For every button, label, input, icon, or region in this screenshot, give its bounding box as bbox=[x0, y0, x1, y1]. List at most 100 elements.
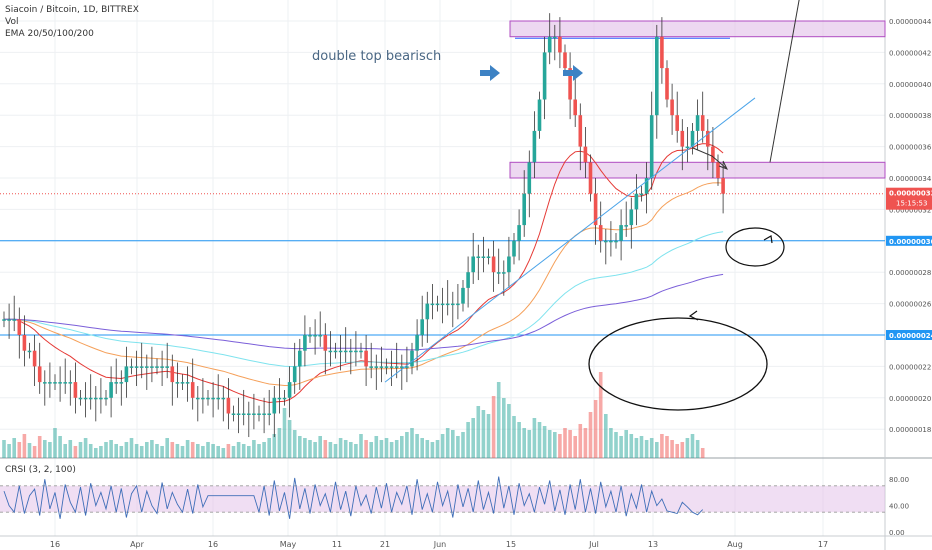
candle-body bbox=[216, 397, 220, 400]
candle-body bbox=[292, 366, 297, 383]
candle-body bbox=[379, 366, 384, 368]
volume-bar bbox=[349, 442, 353, 458]
candle-body bbox=[170, 366, 175, 383]
volume-bar bbox=[63, 444, 67, 458]
ema-50-line bbox=[4, 182, 724, 387]
candle-body bbox=[333, 350, 338, 353]
candle-body bbox=[134, 366, 139, 368]
candle-body bbox=[247, 413, 251, 415]
candle-body bbox=[563, 52, 567, 69]
volume-bar bbox=[109, 440, 113, 458]
axes: 0.00000044 0.00000042 0.00000040 0.00000038… bbox=[50, 18, 932, 549]
candle-body bbox=[721, 178, 725, 194]
candle-body bbox=[685, 146, 690, 149]
candle-body bbox=[532, 130, 537, 163]
volume-bar bbox=[415, 434, 419, 458]
candle-body bbox=[262, 413, 266, 415]
volume-bar bbox=[486, 414, 491, 458]
candle-body bbox=[201, 397, 205, 400]
candle-body bbox=[2, 319, 6, 321]
candle-body bbox=[512, 240, 516, 257]
volume-bar bbox=[262, 442, 266, 458]
candle-body bbox=[12, 319, 16, 321]
candle-body bbox=[400, 366, 404, 368]
time-tick-label: 21 bbox=[380, 540, 390, 549]
volume-bar bbox=[323, 440, 328, 458]
candle-body bbox=[374, 366, 379, 368]
candle-body bbox=[578, 115, 583, 147]
candle-body bbox=[313, 335, 317, 337]
chart-legend: Siacoin / Bitcoin, 1D, BITTREX Vol EMA 2… bbox=[5, 4, 139, 40]
candle-body bbox=[461, 287, 465, 304]
ema-label: EMA 20/50/100/200 bbox=[5, 29, 94, 39]
candle-body bbox=[32, 350, 37, 367]
candle-body bbox=[88, 397, 93, 400]
candle-body bbox=[522, 193, 526, 226]
time-tick-label: Aug bbox=[727, 540, 743, 549]
candle-body bbox=[644, 178, 649, 194]
candle-body bbox=[476, 256, 481, 258]
resistance-zone bbox=[509, 161, 886, 179]
candle-body bbox=[303, 335, 307, 351]
volume-bar bbox=[308, 440, 312, 458]
candle-body bbox=[502, 272, 506, 274]
volume-bar bbox=[675, 444, 679, 458]
candle-body bbox=[236, 413, 241, 415]
time-tick-label: Jun bbox=[433, 540, 447, 549]
candle-body bbox=[109, 382, 113, 398]
candle-body bbox=[542, 52, 547, 100]
volume-bar bbox=[410, 428, 414, 458]
ema-200-line bbox=[4, 273, 724, 351]
volume-bar bbox=[99, 446, 103, 458]
volume-bar bbox=[665, 436, 669, 458]
volume-bar bbox=[333, 444, 338, 458]
volume-bar bbox=[578, 424, 583, 458]
volume-bar bbox=[389, 442, 394, 458]
candle-body bbox=[604, 240, 608, 243]
volume-bar bbox=[22, 434, 27, 458]
candle-body bbox=[649, 115, 654, 178]
candle-body bbox=[420, 319, 424, 335]
volume-label: Vol bbox=[5, 17, 19, 27]
volume-bar bbox=[568, 430, 572, 458]
crsi-tick-label: 0.00 bbox=[889, 529, 905, 537]
volume-bar bbox=[364, 440, 368, 458]
volume-bar bbox=[201, 446, 205, 458]
volume-bar bbox=[119, 446, 124, 458]
volume-bar bbox=[598, 372, 603, 458]
candle-body bbox=[675, 115, 679, 131]
candle-body bbox=[175, 382, 180, 384]
volume-bar bbox=[292, 430, 297, 458]
price-tick-label: 0.00000038 bbox=[889, 112, 931, 120]
volume-bar bbox=[553, 432, 557, 458]
volume-bar bbox=[94, 448, 98, 458]
candle-body bbox=[37, 366, 42, 383]
candle-body bbox=[298, 350, 302, 367]
candle-body bbox=[241, 413, 246, 415]
candle-body bbox=[695, 115, 700, 131]
crsi-panel: 80.00 40.00 0.00 bbox=[0, 476, 909, 537]
time-tick-label: May bbox=[280, 540, 297, 549]
candle-body bbox=[22, 335, 27, 351]
ema-lines bbox=[4, 143, 724, 404]
candle-body bbox=[384, 366, 389, 368]
volume-bar bbox=[88, 444, 93, 458]
candle-body bbox=[711, 146, 715, 163]
candle-body bbox=[680, 130, 685, 147]
candle-body bbox=[139, 366, 144, 368]
candle-body bbox=[389, 366, 394, 368]
time-tick-label: 13 bbox=[648, 540, 658, 549]
candle-body bbox=[104, 397, 108, 400]
candle-body bbox=[282, 397, 287, 400]
target-circle-upper bbox=[725, 227, 785, 267]
volume-bar bbox=[104, 442, 108, 458]
price-tick-label: 0.00000040 bbox=[889, 81, 931, 89]
price-tick-label: 0.00000018 bbox=[889, 426, 931, 434]
volume-bar bbox=[379, 440, 384, 458]
candle-body bbox=[211, 397, 215, 400]
candle-body bbox=[349, 350, 353, 353]
volume-bar bbox=[547, 430, 552, 458]
candle-body bbox=[435, 303, 440, 306]
